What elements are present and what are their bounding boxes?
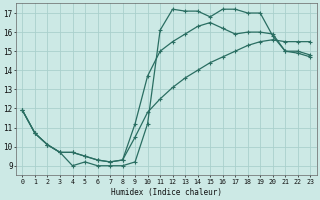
X-axis label: Humidex (Indice chaleur): Humidex (Indice chaleur) — [111, 188, 222, 197]
